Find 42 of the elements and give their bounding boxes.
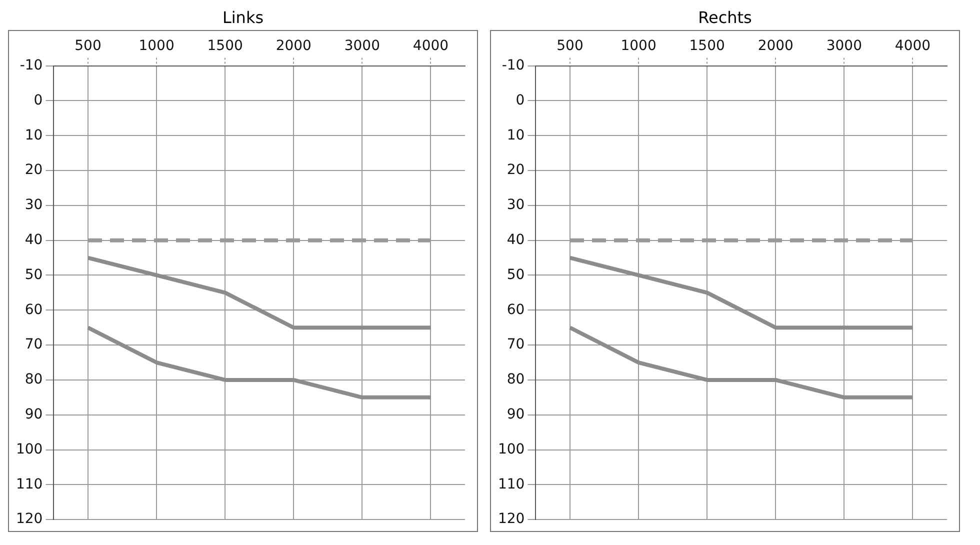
y-tick-label: 70 [24,336,43,353]
x-tick-label: 500 [74,38,102,54]
y-tick-label: 30 [506,197,525,214]
x-tick-label: 500 [556,38,584,54]
x-tick-label: 4000 [894,38,931,54]
y-tick-label: 80 [506,372,525,388]
y-tick-label: 90 [24,406,43,423]
x-tick-label: 1500 [689,38,725,54]
y-tick-label: 80 [24,372,43,388]
y-tick-label: 20 [506,162,525,178]
y-tick-label: 20 [24,162,43,178]
x-tick-label: 2000 [758,38,794,54]
x-tick-label: 2000 [276,38,312,54]
y-tick-label: 40 [24,232,43,248]
y-tick-label: -10 [502,57,525,74]
y-tick-label: 110 [16,476,43,492]
x-tick-label: 1500 [207,38,243,54]
y-tick-label: 90 [506,406,525,423]
y-tick-label: 10 [24,127,43,144]
chart-title: Rechts [698,8,752,29]
y-tick-label: 0 [34,92,43,108]
y-tick-label: 50 [24,266,43,283]
y-tick-label: 120 [498,511,525,528]
chart-title: Links [222,8,264,29]
y-tick-label: 100 [498,441,525,458]
y-tick-label: 60 [24,302,43,318]
y-tick-label: 100 [16,441,43,458]
x-tick-label: 3000 [826,38,862,54]
x-tick-label: 1000 [138,38,174,54]
y-tick-label: 50 [506,266,525,283]
x-tick-label: 3000 [344,38,380,54]
x-tick-label: 4000 [412,38,449,54]
y-tick-label: 60 [506,302,525,318]
y-tick-label: 70 [506,336,525,353]
y-tick-label: 120 [16,511,43,528]
y-tick-label: -10 [20,57,43,74]
y-tick-label: 40 [506,232,525,248]
y-tick-label: 30 [24,197,43,214]
y-tick-label: 110 [498,476,525,492]
y-tick-label: 0 [516,92,525,108]
y-tick-label: 10 [506,127,525,144]
x-tick-label: 1000 [620,38,656,54]
